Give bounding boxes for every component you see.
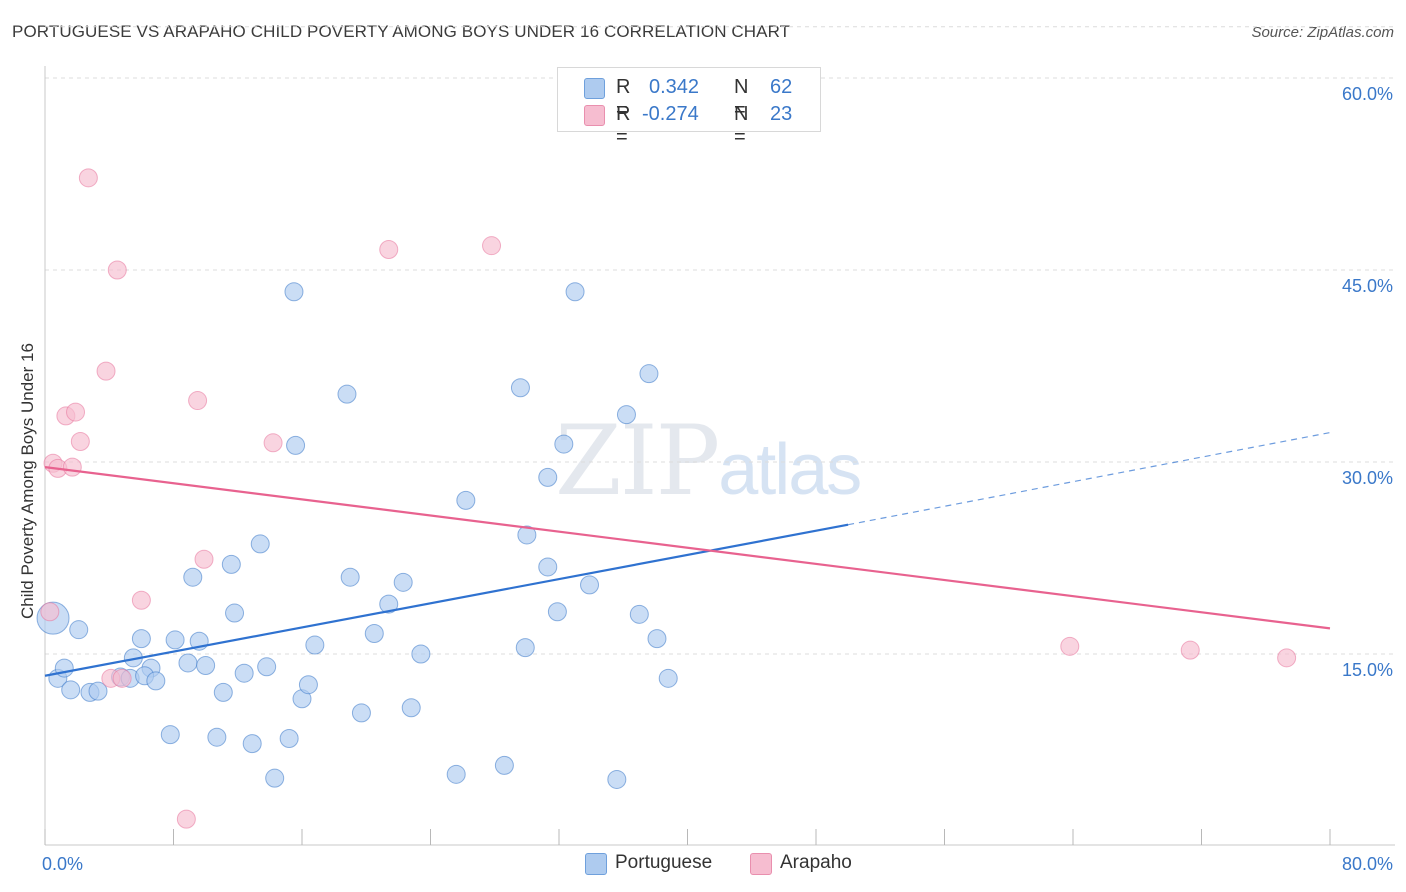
arapaho-point (1180, 640, 1200, 660)
portuguese-point (411, 644, 431, 664)
y-tick-label: 45.0% (1342, 276, 1393, 296)
legend-swatch-portuguese (584, 78, 605, 99)
portuguese-point (61, 680, 81, 700)
arapaho-point (482, 236, 502, 256)
portuguese-point (517, 525, 537, 545)
y-tick-label: 15.0% (1342, 660, 1393, 680)
portuguese-point (456, 490, 476, 510)
portuguese-point (554, 434, 574, 454)
legend-r-label: R = (616, 76, 631, 121)
arapaho-point (66, 402, 86, 422)
arapaho-point (176, 809, 196, 829)
arapaho-point (62, 457, 82, 477)
arapaho-trend-line (44, 466, 1331, 630)
correlation-legend: R = 0.342 N = 62 R = -0.274 N = 23 (557, 67, 821, 148)
arapaho-point (188, 391, 208, 411)
portuguese-point (69, 620, 89, 640)
portuguese-point (364, 624, 384, 644)
portuguese-point (647, 629, 667, 649)
arapaho-point (70, 432, 90, 452)
portuguese-point (351, 703, 371, 723)
portuguese-point (131, 629, 151, 649)
arapaho-point (96, 361, 116, 381)
portuguese-point (298, 675, 318, 695)
legend-n-value: 23 (770, 103, 793, 125)
legend-r-value: 0.342 (649, 76, 700, 98)
portuguese-point (379, 594, 399, 614)
portuguese-point (250, 534, 270, 554)
portuguese-point (494, 755, 514, 775)
portuguese-point (393, 572, 413, 592)
legend-swatch-arapaho (584, 105, 605, 126)
portuguese-point (658, 668, 678, 688)
portuguese-point (88, 681, 108, 701)
portuguese-point (401, 698, 421, 718)
portuguese-point (629, 604, 649, 624)
arapaho-point (194, 549, 214, 569)
portuguese-point (242, 734, 262, 754)
portuguese-point (225, 603, 245, 623)
portuguese-point (146, 671, 166, 691)
portuguese-point (538, 467, 558, 487)
arapaho-point (263, 433, 283, 453)
portuguese-point (279, 728, 299, 748)
bottom-legend-swatch-arapaho (750, 853, 772, 875)
x-tick-label: 80.0% (1342, 854, 1393, 874)
arapaho-point (40, 602, 60, 622)
watermark-zip: ZIP (555, 405, 720, 517)
portuguese-point (221, 554, 241, 574)
y-tick-label: 60.0% (1342, 84, 1393, 104)
bottom-legend-swatch-portuguese (585, 853, 607, 875)
legend-n-label: N = (734, 103, 749, 148)
portuguese-point (547, 602, 567, 622)
arapaho-point (379, 240, 399, 260)
portuguese-point (183, 567, 203, 587)
portuguese-point (257, 657, 277, 677)
portuguese-trend-extension (848, 431, 1331, 526)
arapaho-point (1277, 648, 1297, 668)
watermark: ZIPatlas (555, 405, 862, 517)
watermark-atlas: atlas (718, 430, 862, 510)
portuguese-point (196, 656, 216, 676)
arapaho-point (107, 260, 127, 280)
portuguese-point (207, 727, 227, 747)
y-tick-label: 30.0% (1342, 468, 1393, 488)
portuguese-point (284, 282, 304, 302)
x-tick-label: 0.0% (42, 854, 83, 874)
portuguese-point (607, 769, 627, 789)
portuguese-point (234, 663, 254, 683)
portuguese-point (165, 630, 185, 650)
portuguese-point (337, 384, 357, 404)
legend-r-value: -0.274 (642, 103, 699, 125)
legend-n-label: N = (734, 76, 749, 121)
portuguese-point (515, 638, 535, 658)
portuguese-point (580, 575, 600, 595)
arapaho-point (112, 668, 132, 688)
portuguese-trend-line (44, 523, 849, 677)
portuguese-point (446, 764, 466, 784)
bottom-legend-label-portuguese: Portuguese (615, 852, 713, 873)
portuguese-point (340, 567, 360, 587)
arapaho-point (78, 168, 98, 188)
portuguese-point (616, 405, 636, 425)
legend-n-value: 62 (770, 76, 793, 98)
portuguese-point (538, 557, 558, 577)
y-axis-label: Child Poverty Among Boys Under 16 (18, 343, 37, 619)
portuguese-point (510, 378, 530, 398)
portuguese-point (305, 635, 325, 655)
legend-r-label: R = (616, 103, 631, 148)
portuguese-point (160, 725, 180, 745)
source-label: Source: ZipAtlas.com (1251, 24, 1394, 41)
portuguese-point (178, 653, 198, 673)
portuguese-point (286, 435, 306, 455)
bottom-legend-label-arapaho: Arapaho (780, 852, 852, 873)
portuguese-point (565, 282, 585, 302)
portuguese-point (265, 768, 285, 788)
arapaho-point (1060, 636, 1080, 656)
portuguese-point (639, 364, 659, 384)
portuguese-point (213, 682, 233, 702)
arapaho-point (131, 590, 151, 610)
